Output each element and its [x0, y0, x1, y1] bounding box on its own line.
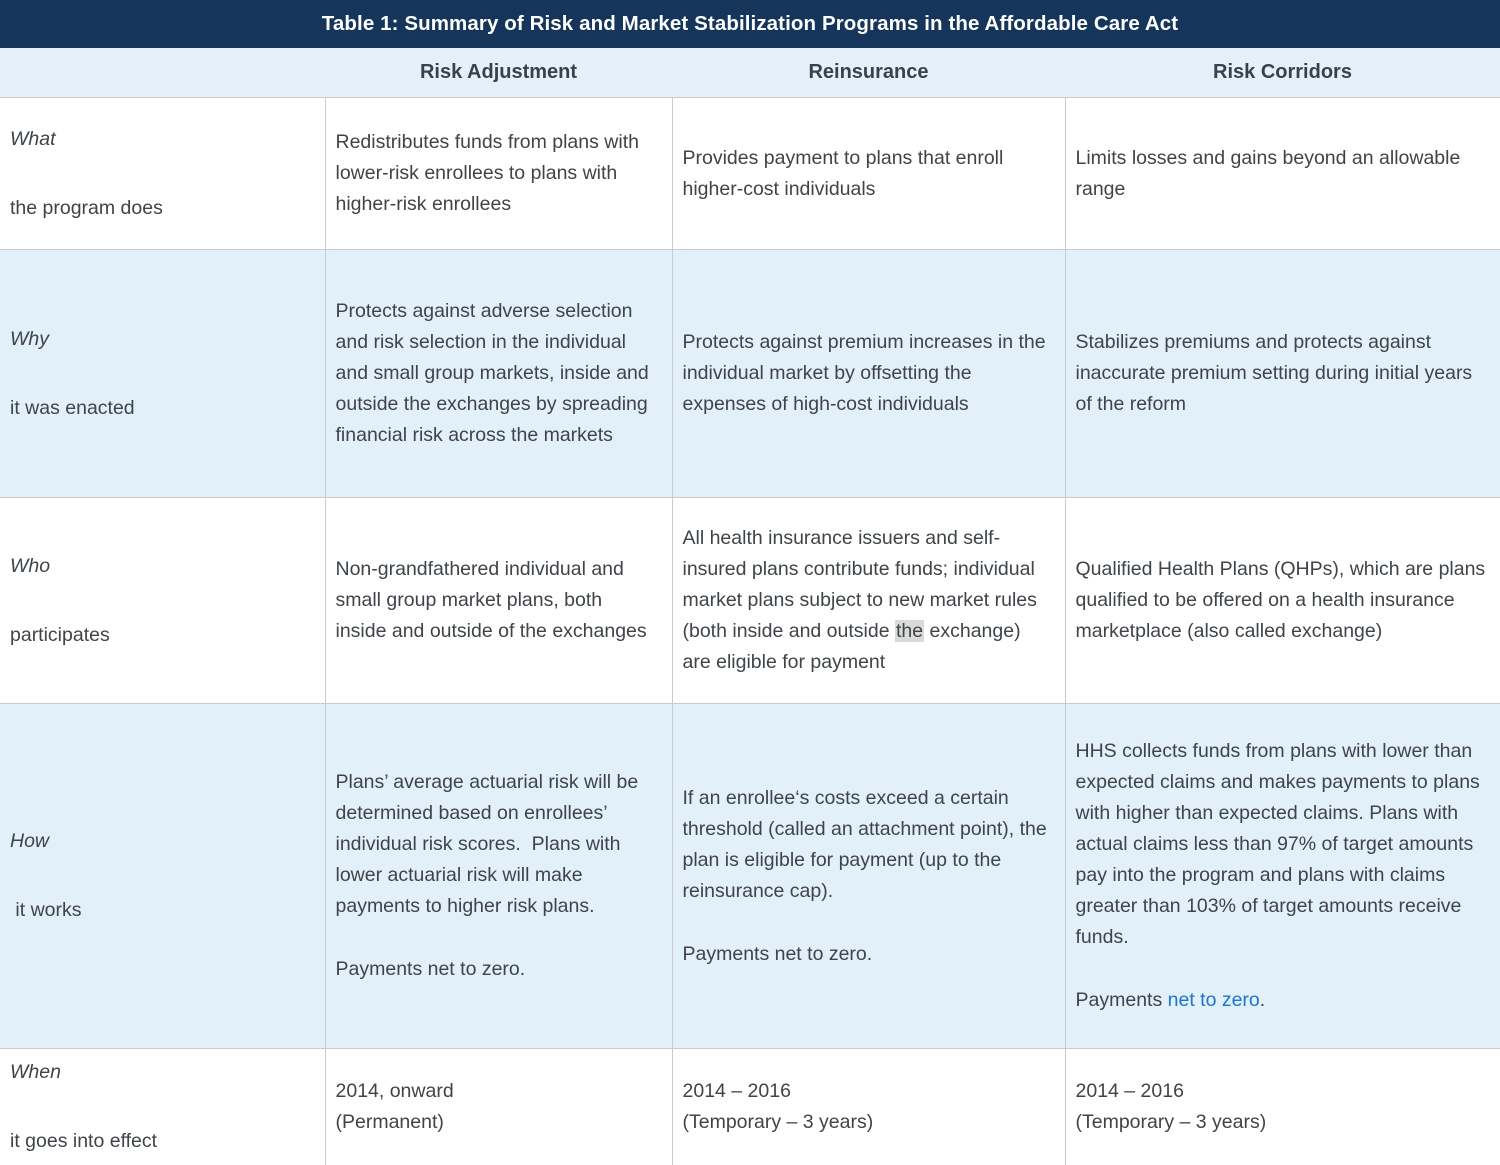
when-reinsurance-line-2: (Temporary – 3 years): [682, 1111, 874, 1133]
cell-why-reinsurance: Protects against premium increases in th…: [672, 249, 1066, 498]
row-label-word: Why: [10, 327, 49, 350]
cell-when-risk-corridors: 2014 – 2016 (Temporary – 3 years): [1065, 1048, 1500, 1165]
table-title-bar: Table 1: Summary of Risk and Market Stab…: [0, 0, 1500, 48]
row-label-sub: it was enacted: [10, 396, 135, 419]
risk-programs-table: Risk Adjustment Reinsurance Risk Corrido…: [0, 48, 1500, 1165]
payments-text: Payments: [1075, 989, 1168, 1011]
row-label-how: How it works: [0, 703, 326, 1049]
cell-how-risk-corridors: HHS collects funds from plans with lower…: [1065, 703, 1500, 1049]
when-risk-adjustment-line-1: 2014, onward: [335, 1080, 454, 1102]
cell-when-reinsurance: 2014 – 2016 (Temporary – 3 years): [672, 1048, 1066, 1165]
row-when: When it goes into effect 2014, onward (P…: [0, 1048, 1500, 1165]
corner-cell: [0, 48, 325, 98]
how-risk-adjustment-paragraph-2: Payments net to zero.: [335, 958, 526, 980]
column-header-reinsurance: Reinsurance: [672, 48, 1065, 98]
when-risk-corridors-line-2: (Temporary – 3 years): [1075, 1111, 1267, 1133]
net-to-zero-link[interactable]: net to zero: [1167, 989, 1260, 1011]
column-header-risk-corridors: Risk Corridors: [1065, 48, 1500, 98]
cell-what-risk-corridors: Limits losses and gains beyond an allowa…: [1065, 97, 1500, 250]
cell-why-risk-adjustment: Protects against adverse selection and r…: [325, 249, 673, 498]
cell-who-risk-corridors: Qualified Health Plans (QHPs), which are…: [1065, 497, 1500, 704]
who-reinsurance-highlighted-word: the: [894, 620, 925, 642]
row-label-who: Who participates: [0, 497, 326, 704]
cell-what-risk-adjustment: Redistributes funds from plans with lowe…: [325, 97, 673, 250]
row-label-what: What the program does: [0, 97, 326, 250]
row-what: What the program does Redistributes fund…: [0, 97, 1500, 250]
how-risk-corridors-paragraph-1: HHS collects funds from plans with lower…: [1075, 740, 1480, 948]
row-label-word: How: [10, 830, 50, 852]
how-risk-adjustment-paragraph-1: Plans’ average actuarial risk will be de…: [335, 771, 639, 917]
when-risk-adjustment-line-2: (Permanent): [335, 1111, 444, 1133]
how-reinsurance-paragraph-2: Payments net to zero.: [682, 942, 873, 965]
how-reinsurance-paragraph-1: If an enrollee‘s costs exceed a certain …: [682, 786, 1047, 902]
cell-how-risk-adjustment: Plans’ average actuarial risk will be de…: [325, 703, 673, 1049]
row-label-sub: the program does: [10, 196, 163, 219]
row-label-word: Who: [10, 554, 51, 577]
row-how: How it works Plans’ average actuarial ri…: [0, 703, 1500, 1049]
who-reinsurance-text-post: exchange) are eligible for payment: [682, 620, 1021, 673]
row-label-when: When it goes into effect: [0, 1048, 326, 1165]
row-label-word: When: [10, 1061, 61, 1083]
row-label-word: What: [10, 127, 56, 150]
cell-when-risk-adjustment: 2014, onward (Permanent): [325, 1048, 673, 1165]
row-who: Who participates Non-grandfathered indiv…: [0, 497, 1500, 704]
cell-how-reinsurance: If an enrollee‘s costs exceed a certain …: [672, 703, 1066, 1049]
row-label-why: Why it was enacted: [0, 249, 326, 498]
sentence-period: .: [1259, 989, 1266, 1011]
column-header-risk-adjustment: Risk Adjustment: [325, 48, 672, 98]
table-title: Table 1: Summary of Risk and Market Stab…: [321, 12, 1179, 35]
cell-why-risk-corridors: Stabilizes premiums and protects against…: [1065, 249, 1500, 498]
row-label-sub: it works: [10, 899, 82, 921]
row-label-sub: it goes into effect: [10, 1130, 158, 1152]
when-reinsurance-line-1: 2014 – 2016: [682, 1080, 791, 1102]
when-risk-corridors-line-1: 2014 – 2016: [1075, 1080, 1184, 1102]
who-reinsurance-text-pre: All health insurance issuers and self-in…: [682, 527, 1037, 642]
table-header-row: Risk Adjustment Reinsurance Risk Corrido…: [0, 48, 1500, 98]
cell-what-reinsurance: Provides payment to plans that enroll hi…: [672, 97, 1066, 250]
how-risk-corridors-paragraph-2: Payments net to zero.: [1076, 985, 1487, 1016]
cell-who-reinsurance: All health insurance issuers and self-in…: [672, 497, 1066, 704]
row-label-sub: participates: [10, 623, 110, 646]
row-why: Why it was enacted Protects against adve…: [0, 249, 1500, 498]
cell-who-risk-adjustment: Non-grandfathered individual and small g…: [325, 497, 673, 704]
